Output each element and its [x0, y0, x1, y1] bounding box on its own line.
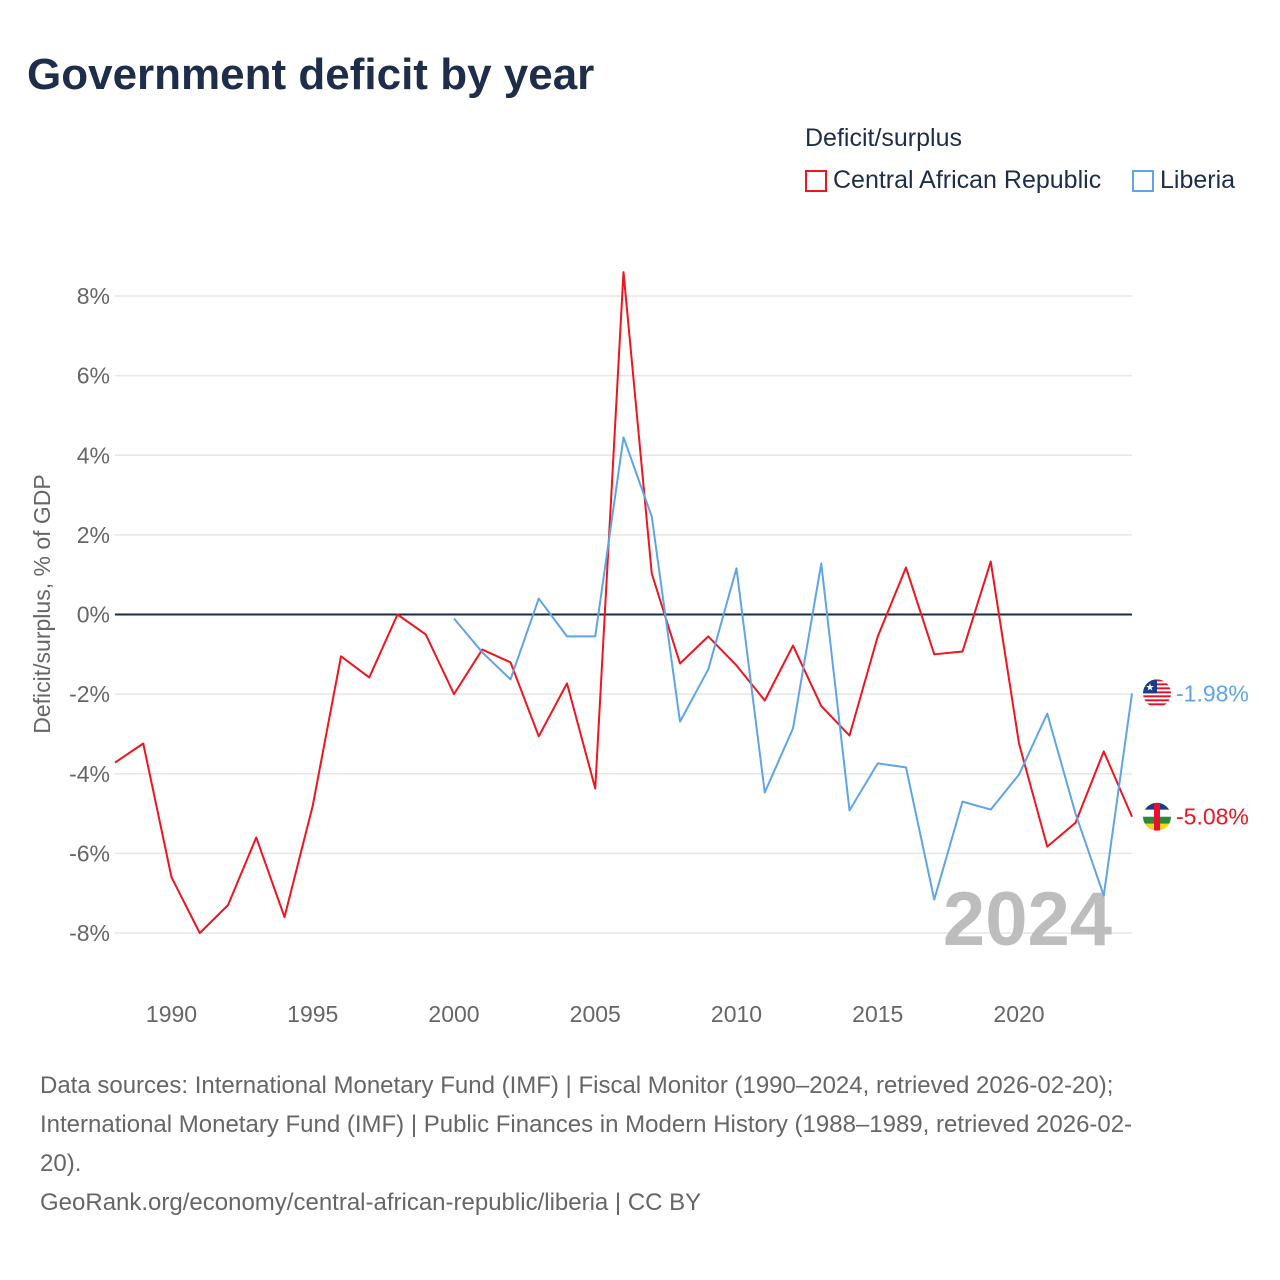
y-tick-label: 0%	[77, 602, 110, 628]
end-value-label: -5.08%	[1176, 804, 1249, 830]
data-point	[904, 565, 909, 570]
legend-item-liberia[interactable]: Liberia	[1132, 166, 1235, 195]
data-point	[791, 643, 796, 648]
data-point	[508, 677, 513, 682]
data-point	[904, 765, 909, 770]
y-tick-label: 8%	[77, 283, 110, 309]
data-point	[452, 616, 457, 621]
data-point	[339, 654, 344, 659]
x-tick-label: 2015	[852, 1001, 903, 1027]
legend-swatch-liberia	[1132, 169, 1154, 192]
data-point	[536, 596, 541, 601]
data-point	[1045, 711, 1050, 716]
chart-title: Government deficit by year	[27, 50, 595, 99]
x-tick-label: 1990	[146, 1001, 197, 1027]
data-point	[621, 435, 626, 440]
data-point	[1073, 811, 1078, 816]
data-point	[678, 661, 683, 666]
data-point	[536, 734, 541, 739]
y-tick-label: -6%	[69, 840, 110, 866]
data-point	[819, 561, 824, 566]
data-point	[762, 698, 767, 703]
data-point	[734, 663, 739, 668]
data-point	[932, 897, 937, 902]
source-notes: Data sources: International Monetary Fun…	[40, 1066, 1240, 1222]
source-link[interactable]: GeoRank.org/economy/central-african-repu…	[40, 1189, 702, 1216]
y-axis-label: Deficit/surplus, % of GDP	[29, 474, 55, 733]
data-point	[1017, 772, 1022, 777]
data-point	[226, 903, 231, 908]
data-point	[452, 692, 457, 697]
data-point	[706, 667, 711, 672]
x-tick-label: 2005	[570, 1001, 621, 1027]
y-tick-label: -4%	[69, 761, 110, 787]
data-point	[1130, 814, 1135, 819]
data-point	[847, 733, 852, 738]
data-point	[960, 649, 965, 654]
legend-label-car: Central African Republic	[833, 166, 1102, 194]
legend-item-car[interactable]: Central African Republic	[805, 166, 1101, 195]
data-point	[988, 807, 993, 812]
data-point	[819, 704, 824, 709]
x-tick-label: 2000	[428, 1001, 479, 1027]
data-point	[565, 681, 570, 686]
data-point	[1101, 893, 1106, 898]
data-point	[649, 571, 654, 576]
svg-text:★: ★	[1146, 682, 1155, 693]
data-point	[508, 660, 513, 665]
data-point	[1101, 749, 1106, 754]
car-flag-icon	[1143, 802, 1171, 831]
data-point	[113, 760, 118, 765]
data-point	[847, 808, 852, 813]
source-line: International Monetary Fund (IMF) | Publ…	[40, 1111, 1133, 1138]
data-point	[791, 726, 796, 731]
data-point	[875, 761, 880, 766]
data-point	[762, 790, 767, 795]
data-point	[706, 634, 711, 639]
year-watermark: 2024	[943, 877, 1112, 962]
data-point	[678, 719, 683, 724]
data-point	[1045, 844, 1050, 849]
series-line-car	[114, 271, 1133, 934]
data-point	[1017, 741, 1022, 746]
end-value-label: -1.98%	[1176, 680, 1249, 706]
data-point	[988, 559, 993, 564]
x-tick-label: 1995	[287, 1001, 338, 1027]
y-tick-label: 2%	[77, 522, 110, 548]
legend-swatch-car	[805, 169, 827, 192]
data-point	[621, 270, 626, 275]
y-tick-label: -8%	[69, 920, 110, 946]
y-tick-label: 4%	[77, 442, 110, 468]
data-point	[310, 803, 315, 808]
x-tick-label: 2010	[711, 1001, 762, 1027]
source-line: Data sources: International Monetary Fun…	[40, 1072, 1114, 1099]
source-line: 20).	[40, 1150, 82, 1177]
data-point	[480, 650, 485, 655]
y-tick-label: 6%	[77, 363, 110, 389]
data-point	[565, 634, 570, 639]
data-point	[875, 634, 880, 639]
data-point	[734, 566, 739, 571]
data-point	[932, 652, 937, 657]
data-point	[254, 835, 259, 840]
y-tick-label: -2%	[69, 681, 110, 707]
data-point	[649, 514, 654, 519]
data-point	[593, 786, 598, 791]
legend-label-liberia: Liberia	[1160, 166, 1236, 194]
data-point	[367, 675, 372, 680]
data-point	[423, 632, 428, 637]
series-line-liberia	[453, 436, 1133, 901]
liberia-flag-icon: ★	[1143, 679, 1171, 708]
data-point	[169, 875, 174, 880]
legend-title: Deficit/surplus	[805, 124, 962, 152]
data-point	[197, 931, 202, 936]
data-point	[593, 634, 598, 639]
data-point	[1130, 691, 1135, 696]
data-point	[282, 915, 287, 920]
data-point	[960, 799, 965, 804]
data-point	[141, 741, 146, 746]
x-tick-label: 2020	[993, 1001, 1044, 1027]
data-point	[395, 612, 400, 617]
